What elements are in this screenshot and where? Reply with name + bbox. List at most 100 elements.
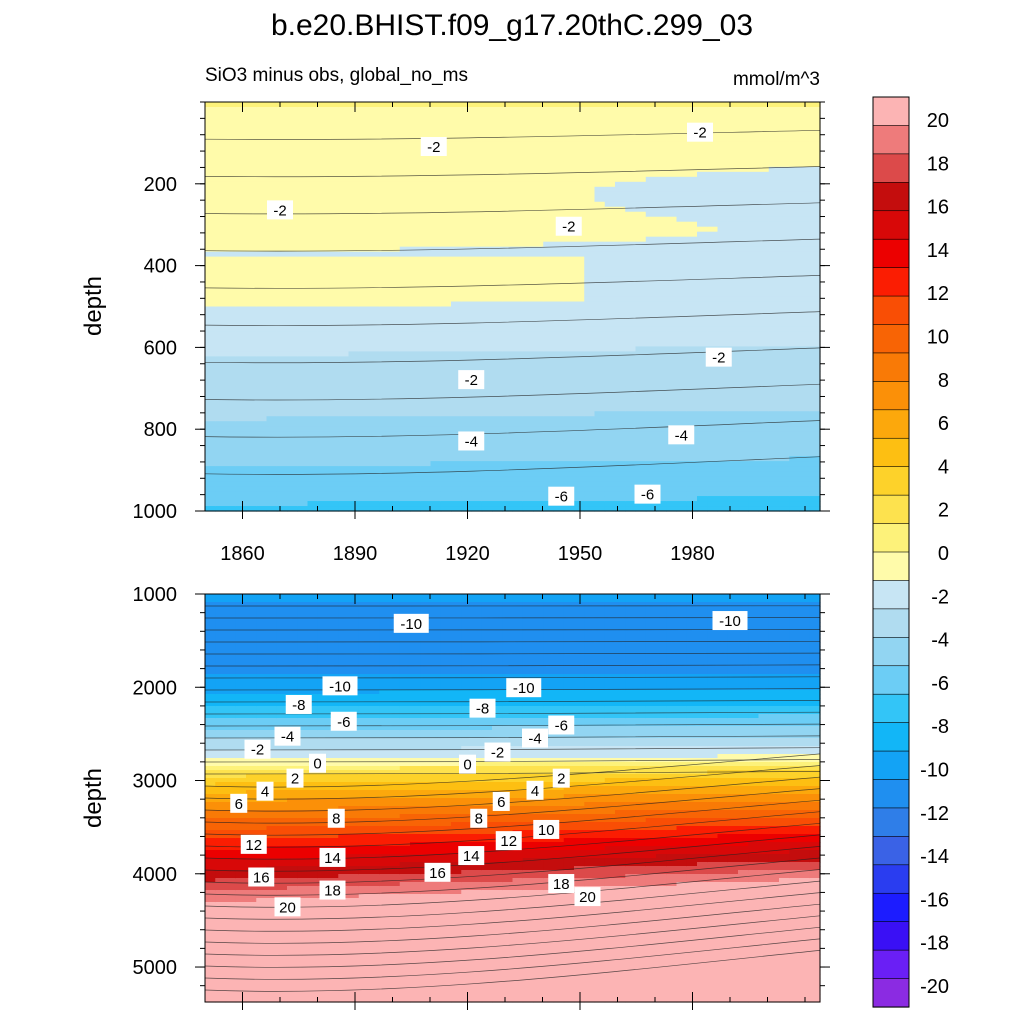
upper-fill-cell	[471, 426, 483, 432]
upper-fill-cell	[287, 451, 298, 457]
upper-fill-cell	[348, 341, 360, 347]
upper-fill-cell	[686, 291, 698, 298]
upper-fill-cell	[420, 486, 432, 492]
upper-fill-cell	[594, 136, 606, 143]
upper-fill-cell	[317, 486, 329, 492]
upper-fill-cell	[287, 446, 298, 452]
upper-fill-cell	[615, 391, 626, 397]
upper-fill-cell	[256, 266, 268, 273]
upper-fill-cell	[666, 331, 678, 338]
upper-fill-cell	[799, 446, 811, 452]
upper-fill-cell	[225, 221, 237, 228]
upper-fill-cell	[717, 391, 729, 397]
upper-fill-cell	[369, 426, 380, 432]
upper-fill-cell	[246, 102, 257, 108]
upper-fill-cell	[410, 386, 421, 392]
upper-fill-cell	[717, 186, 729, 193]
upper-fill-cell	[235, 471, 247, 477]
upper-fill-cell	[481, 121, 493, 128]
upper-fill-cell	[522, 331, 534, 338]
upper-fill-cell	[379, 131, 391, 138]
upper-fill-cell	[543, 276, 555, 283]
upper-fill-cell	[369, 196, 380, 203]
upper-fill-cell	[389, 356, 401, 362]
upper-fill-cell	[440, 226, 452, 233]
upper-fill-cell	[297, 251, 309, 258]
upper-fill-cell	[246, 216, 257, 223]
upper-fill-cell	[533, 461, 544, 467]
upper-fill-cell	[707, 311, 719, 318]
upper-fill-cell	[738, 286, 749, 293]
upper-fill-cell	[676, 256, 688, 263]
upper-fill-cell	[451, 371, 462, 377]
upper-fill-cell	[420, 401, 432, 407]
upper-fill-cell	[399, 146, 411, 153]
upper-fill-cell	[225, 446, 237, 452]
upper-fill-cell	[502, 496, 514, 502]
upper-fill-cell	[635, 176, 647, 183]
upper-fill-cell	[512, 216, 524, 223]
upper-fill-cell	[809, 141, 821, 148]
upper-fill-cell	[287, 221, 298, 228]
upper-fill-cell	[461, 141, 473, 148]
upper-fill-cell	[502, 326, 514, 333]
upper-fill-cell	[645, 296, 657, 303]
upper-fill-cell	[328, 361, 339, 367]
upper-fill-cell	[266, 376, 278, 382]
upper-fill-cell	[451, 481, 462, 487]
upper-fill-cell	[768, 381, 780, 387]
upper-fill-cell	[348, 116, 360, 123]
upper-fill-cell	[205, 326, 216, 333]
upper-fill-cell	[645, 221, 657, 228]
upper-fill-cell	[676, 161, 688, 168]
upper-fill-cell	[522, 401, 534, 407]
upper-fill-cell	[697, 401, 708, 407]
upper-fill-cell	[717, 156, 729, 163]
upper-fill-cell	[789, 291, 801, 298]
upper-fill-cell	[399, 206, 411, 213]
upper-fill-cell	[369, 116, 380, 123]
upper-fill-cell	[522, 321, 534, 328]
upper-fill-cell	[563, 191, 575, 198]
upper-fill-cell	[502, 241, 514, 248]
upper-fill-cell	[246, 161, 257, 168]
upper-fill-cell	[645, 371, 657, 377]
upper-fill-cell	[594, 441, 606, 447]
upper-fill-cell	[584, 456, 596, 462]
upper-fill-cell	[215, 126, 227, 133]
upper-fill-cell	[461, 191, 473, 198]
upper-fill-cell	[666, 266, 678, 273]
upper-fill-cell	[205, 451, 216, 457]
upper-fill-cell	[615, 231, 626, 238]
upper-fill-cell	[379, 126, 391, 133]
upper-fill-cell	[410, 226, 421, 233]
upper-fill-cell	[430, 436, 442, 442]
upper-fill-cell	[492, 106, 503, 113]
upper-fill-cell	[205, 441, 216, 447]
upper-fill-cell	[768, 351, 780, 357]
upper-fill-cell	[369, 376, 380, 382]
upper-fill-cell	[615, 321, 626, 328]
upper-fill-cell	[492, 476, 503, 482]
upper-fill-cell	[481, 326, 493, 333]
upper-fill-cell	[440, 371, 452, 377]
upper-fill-cell	[615, 436, 626, 442]
upper-fill-cell	[789, 331, 801, 338]
upper-fill-cell	[276, 286, 288, 293]
upper-fill-cell	[328, 421, 339, 427]
upper-fill-cell	[266, 481, 278, 487]
upper-contour-line	[204, 238, 821, 252]
upper-fill-cell	[471, 361, 483, 367]
upper-fill-cell	[235, 456, 247, 462]
upper-fill-cell	[358, 341, 370, 347]
upper-fill-cell	[471, 196, 483, 203]
upper-fill-cell	[276, 406, 288, 412]
upper-fill-cell	[584, 371, 596, 377]
upper-fill-cell	[779, 106, 790, 113]
upper-fill-cell	[276, 306, 288, 313]
upper-fill-cell	[502, 141, 514, 148]
upper-fill-cell	[225, 181, 237, 188]
upper-fill-cell	[738, 406, 749, 412]
upper-fill-cell	[410, 341, 421, 347]
upper-fill-cell	[328, 441, 339, 447]
